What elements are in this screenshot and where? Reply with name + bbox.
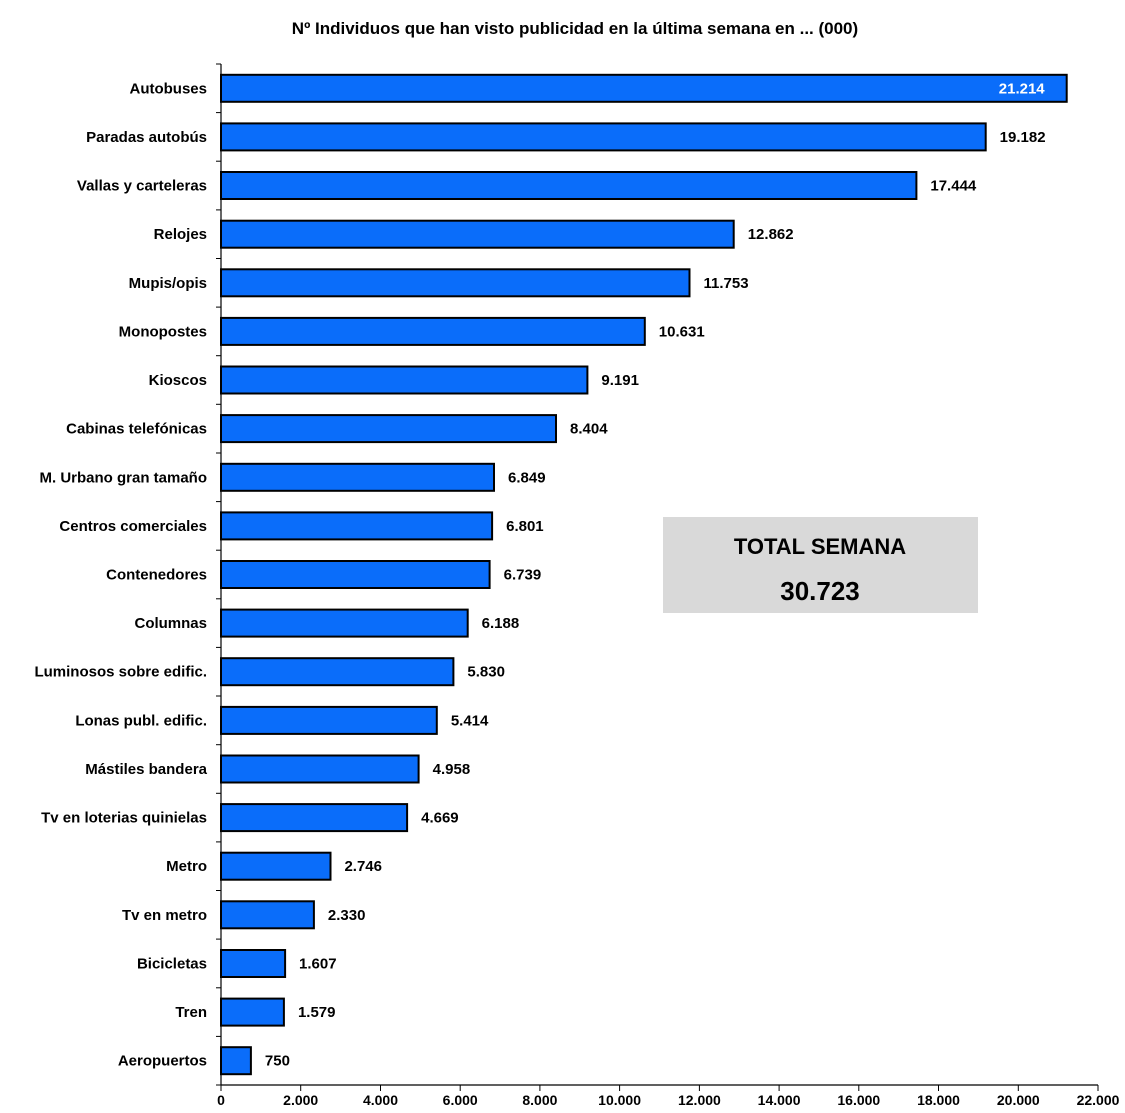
value-label: 11.753: [704, 275, 749, 292]
category-label: Tv en loterias quinielas: [41, 810, 207, 827]
category-label: Metro: [166, 858, 207, 875]
category-label: Contenedores: [106, 567, 207, 584]
bar: [220, 122, 987, 152]
x-tick-label: 8.000: [522, 1092, 557, 1108]
total-box-background: [663, 517, 978, 613]
value-label: 10.631: [659, 323, 705, 340]
value-label: 4.958: [433, 761, 471, 778]
bars-layer: Autobuses 21.214 Paradas autobús 19.182 Vall…: [34, 73, 1068, 1076]
category-label: M. Urbano gran tamaño: [39, 469, 207, 486]
bar: [220, 462, 495, 492]
bar: [220, 414, 557, 444]
value-label: 5.414: [451, 712, 489, 729]
bar: [220, 754, 420, 784]
value-label: 5.830: [467, 664, 505, 681]
value-label: 21.214: [999, 80, 1046, 97]
category-label: Luminosos sobre edific.: [34, 664, 207, 681]
bar: [220, 1046, 252, 1076]
category-label: Paradas autobús: [86, 129, 207, 146]
category-label: Bicicletas: [137, 956, 207, 973]
bar: [220, 705, 438, 735]
x-tick-label: 6.000: [443, 1092, 478, 1108]
x-tick-label: 10.000: [598, 1092, 641, 1108]
category-label: Lonas publ. edific.: [75, 712, 207, 729]
x-tick-label: 4.000: [363, 1092, 398, 1108]
value-label: 6.188: [482, 615, 520, 632]
value-label: 8.404: [570, 421, 608, 438]
value-label: 750: [265, 1053, 290, 1070]
total-box-title: TOTAL SEMANA: [734, 534, 906, 559]
category-label: Cabinas telefónicas: [66, 421, 207, 438]
chart-title: Nº Individuos que han visto publicidad e…: [292, 19, 858, 38]
value-label: 19.182: [1000, 129, 1046, 146]
category-label: Tv en metro: [122, 907, 207, 924]
x-tick-label: 16.000: [837, 1092, 880, 1108]
value-label: 1.579: [298, 1004, 336, 1021]
category-label: Mupis/opis: [129, 275, 207, 292]
total-box-value: 30.723: [780, 576, 860, 606]
bar: [220, 949, 287, 978]
bar: [220, 171, 918, 200]
value-label: 6.801: [506, 518, 544, 535]
category-label: Relojes: [154, 226, 207, 243]
bar: [220, 219, 735, 249]
category-label: Autobuses: [129, 80, 207, 97]
x-tick-label: 14.000: [758, 1092, 801, 1108]
category-label: Monopostes: [119, 323, 207, 340]
x-tick-label: 18.000: [917, 1092, 960, 1108]
value-label: 6.739: [504, 567, 542, 584]
axis-layer: 0 2.000 4.000 6.000 8.000 10.000 12.000 14.000 1…: [216, 63, 1120, 1108]
category-label: Tren: [175, 1004, 207, 1021]
bar: [220, 316, 646, 346]
value-label: 2.746: [344, 858, 382, 875]
bar: [220, 657, 455, 687]
bar: [220, 268, 691, 298]
category-label: Aeropuertos: [118, 1053, 207, 1070]
value-label: 17.444: [930, 178, 977, 195]
bar: [220, 511, 494, 541]
bar: [220, 997, 285, 1027]
x-tick-label: 20.000: [997, 1092, 1040, 1108]
bar: [220, 900, 315, 930]
category-label: Mástiles bandera: [85, 761, 207, 778]
category-label: Vallas y carteleras: [77, 178, 207, 195]
total-box: TOTAL SEMANA 30.723: [663, 517, 978, 613]
value-label: 12.862: [748, 226, 794, 243]
value-label: 9.191: [601, 372, 639, 389]
category-label: Centros comerciales: [59, 518, 207, 535]
value-label: 2.330: [328, 907, 366, 924]
x-tick-label: 2.000: [283, 1092, 318, 1108]
bar: [220, 560, 491, 589]
x-tick-label: 0: [217, 1092, 225, 1108]
category-label: Columnas: [134, 615, 207, 632]
x-tick-label: 12.000: [678, 1092, 721, 1108]
value-label: 1.607: [299, 956, 337, 973]
value-label: 4.669: [421, 810, 459, 827]
bar: [220, 803, 409, 833]
x-tick-label: 22.000: [1077, 1092, 1120, 1108]
bar: [220, 73, 1068, 103]
bar: [220, 365, 589, 395]
bar: [220, 851, 332, 881]
category-label: Kioscos: [149, 372, 207, 389]
value-label: 6.849: [508, 469, 546, 486]
bar: [220, 608, 469, 638]
